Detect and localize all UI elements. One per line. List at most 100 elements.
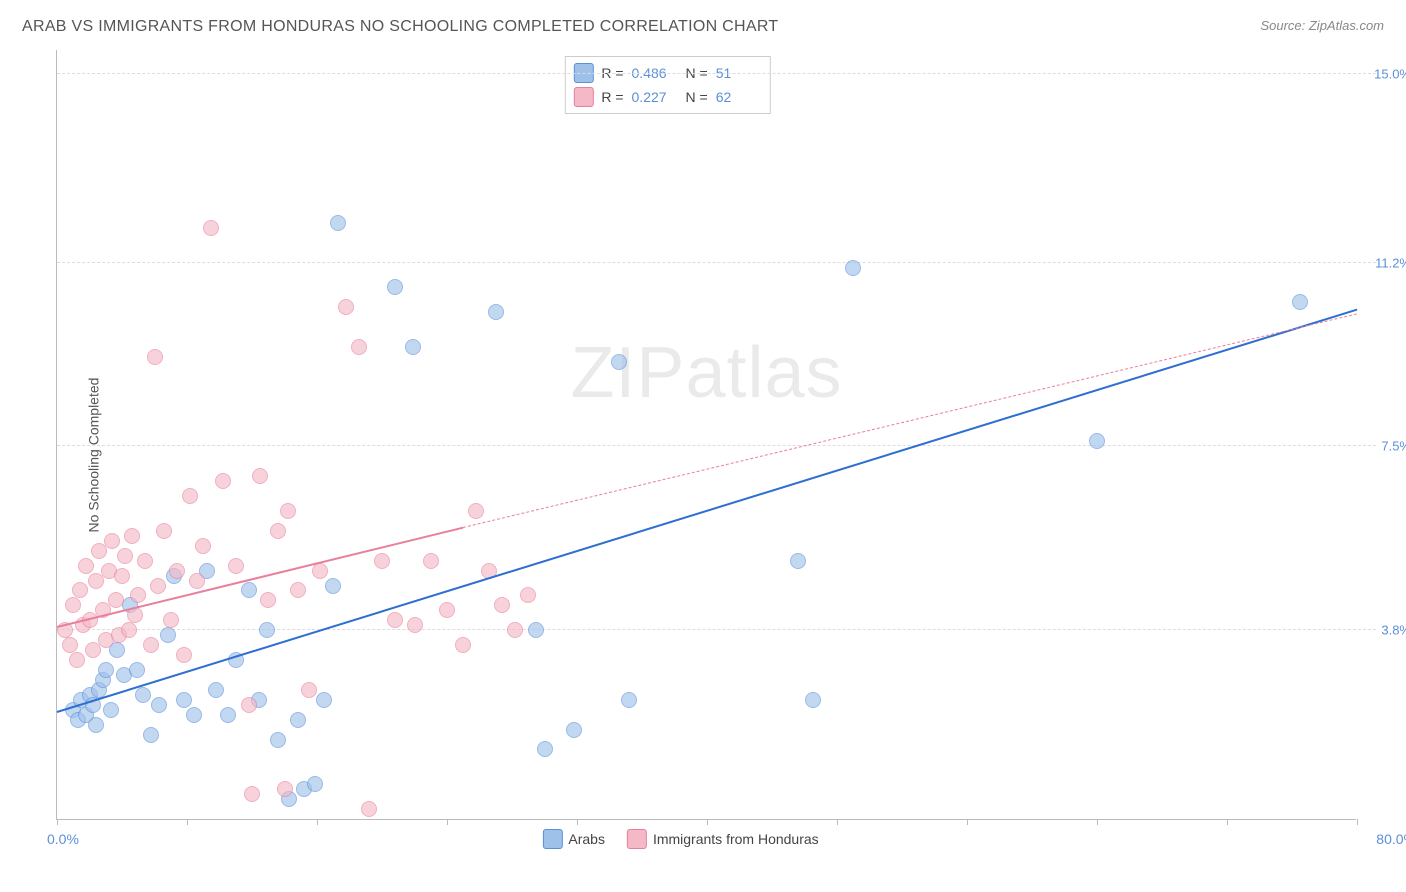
- trend-line: [57, 308, 1358, 712]
- scatter-point: [241, 582, 257, 598]
- scatter-point: [163, 612, 179, 628]
- gridline: [57, 445, 1376, 446]
- scatter-point: [338, 299, 354, 315]
- scatter-point: [277, 781, 293, 797]
- y-tick-label: 7.5%: [1381, 439, 1406, 454]
- scatter-point: [156, 523, 172, 539]
- scatter-point: [290, 712, 306, 728]
- scatter-point: [280, 503, 296, 519]
- x-tick: [577, 819, 578, 825]
- x-tick: [967, 819, 968, 825]
- scatter-point: [62, 637, 78, 653]
- x-tick: [1357, 819, 1358, 825]
- legend-series-label: Immigrants from Honduras: [653, 831, 819, 847]
- x-tick: [57, 819, 58, 825]
- scatter-point: [405, 339, 421, 355]
- legend-series-item: Immigrants from Honduras: [627, 829, 819, 849]
- scatter-point: [387, 279, 403, 295]
- scatter-point: [98, 662, 114, 678]
- x-tick: [187, 819, 188, 825]
- scatter-point: [104, 533, 120, 549]
- x-tick: [1097, 819, 1098, 825]
- x-tick: [707, 819, 708, 825]
- scatter-point: [387, 612, 403, 628]
- scatter-point: [220, 707, 236, 723]
- gridline: [57, 629, 1376, 630]
- scatter-point: [1292, 294, 1308, 310]
- legend-stats: R =0.486N =51R =0.227N =62: [564, 56, 770, 114]
- x-axis-min: 0.0%: [47, 831, 79, 847]
- r-label: R =: [601, 89, 623, 105]
- scatter-point: [137, 553, 153, 569]
- x-tick: [837, 819, 838, 825]
- scatter-point: [351, 339, 367, 355]
- scatter-point: [260, 592, 276, 608]
- scatter-point: [129, 662, 145, 678]
- scatter-point: [270, 732, 286, 748]
- scatter-point: [195, 538, 211, 554]
- scatter-point: [124, 528, 140, 544]
- scatter-point: [374, 553, 390, 569]
- x-tick: [447, 819, 448, 825]
- scatter-point: [150, 578, 166, 594]
- scatter-point: [182, 488, 198, 504]
- scatter-point: [143, 637, 159, 653]
- scatter-point: [455, 637, 471, 653]
- scatter-point: [566, 722, 582, 738]
- scatter-point: [790, 553, 806, 569]
- x-tick: [317, 819, 318, 825]
- scatter-point: [108, 592, 124, 608]
- scatter-point: [845, 260, 861, 276]
- source-label: Source: ZipAtlas.com: [1260, 18, 1384, 33]
- scatter-point: [468, 503, 484, 519]
- scatter-point: [114, 568, 130, 584]
- y-tick-label: 3.8%: [1381, 623, 1406, 638]
- scatter-point: [203, 220, 219, 236]
- chart-title: ARAB VS IMMIGRANTS FROM HONDURAS NO SCHO…: [22, 18, 779, 36]
- scatter-point: [241, 697, 257, 713]
- scatter-point: [528, 622, 544, 638]
- scatter-point: [439, 602, 455, 618]
- trend-line-dashed: [463, 313, 1357, 528]
- legend-stat-row: R =0.227N =62: [573, 85, 761, 109]
- scatter-point: [65, 597, 81, 613]
- x-axis-max: 80.0%: [1376, 831, 1406, 847]
- scatter-point: [176, 692, 192, 708]
- scatter-point: [244, 786, 260, 802]
- scatter-point: [361, 801, 377, 817]
- scatter-point: [423, 553, 439, 569]
- scatter-point: [520, 587, 536, 603]
- watermark: ZIPatlas: [570, 332, 842, 414]
- scatter-point: [176, 647, 192, 663]
- legend-series: Arabs Immigrants from Honduras: [542, 829, 818, 849]
- scatter-point: [143, 727, 159, 743]
- scatter-point: [69, 652, 85, 668]
- scatter-point: [488, 304, 504, 320]
- scatter-point: [407, 617, 423, 633]
- scatter-point: [270, 523, 286, 539]
- scatter-point: [621, 692, 637, 708]
- scatter-point: [215, 473, 231, 489]
- scatter-point: [103, 702, 119, 718]
- scatter-point: [78, 558, 94, 574]
- scatter-point: [290, 582, 306, 598]
- scatter-point: [160, 627, 176, 643]
- scatter-point: [169, 563, 185, 579]
- scatter-point: [537, 741, 553, 757]
- legend-series-item: Arabs: [542, 829, 605, 849]
- legend-swatch: [542, 829, 562, 849]
- scatter-point: [151, 697, 167, 713]
- plot-area: ZIPatlas R =0.486N =51R =0.227N =62 0.0%…: [56, 50, 1356, 820]
- scatter-point: [611, 354, 627, 370]
- gridline: [57, 73, 1376, 74]
- scatter-point: [189, 573, 205, 589]
- scatter-point: [121, 622, 137, 638]
- watermark-light: atlas: [685, 333, 842, 413]
- n-label: N =: [686, 89, 708, 105]
- scatter-point: [252, 468, 268, 484]
- scatter-point: [228, 558, 244, 574]
- scatter-point: [494, 597, 510, 613]
- legend-swatch: [573, 87, 593, 107]
- scatter-point: [135, 687, 151, 703]
- legend-series-label: Arabs: [568, 831, 605, 847]
